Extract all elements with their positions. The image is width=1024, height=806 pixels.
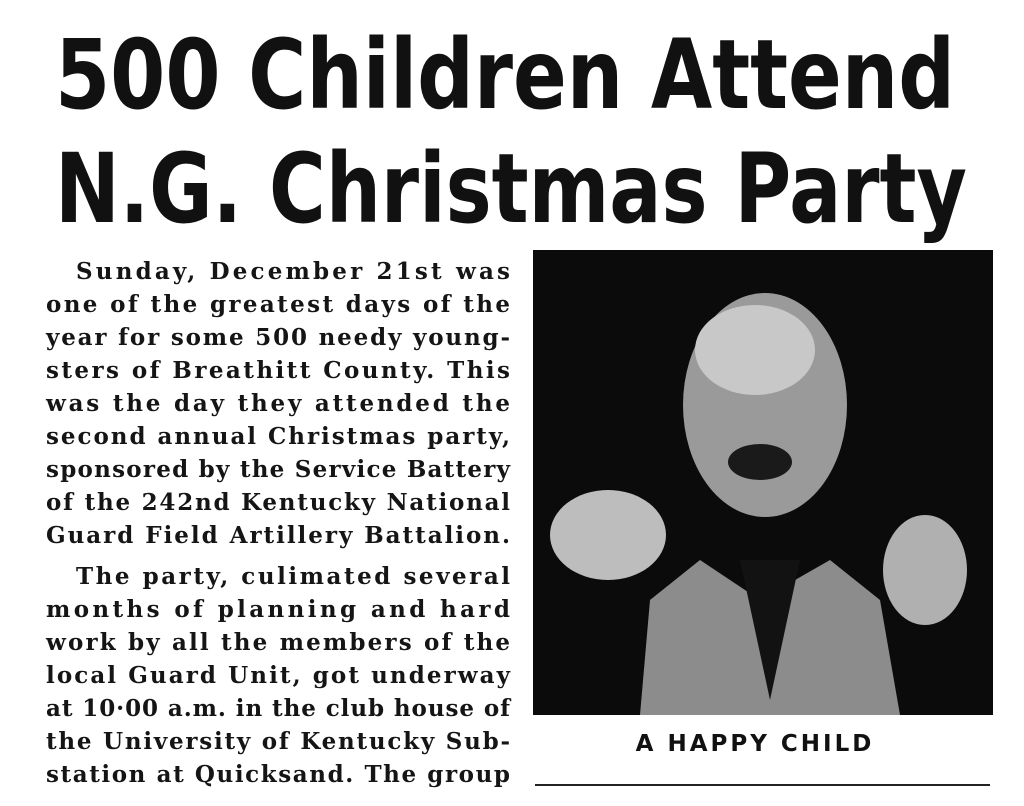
- photo-mouth: [728, 444, 792, 480]
- photo-forehead: [695, 305, 815, 395]
- headline-line: N.G. Christmas Party: [55, 133, 967, 245]
- body-line: the University of Kentucky Sub-: [46, 728, 510, 755]
- photo-hand-right: [883, 515, 967, 625]
- body-line: sters of Breathitt County. This: [46, 357, 510, 384]
- body-line: Sunday, December 21st was: [76, 258, 510, 285]
- headline-line: 500 Children Attend: [55, 19, 955, 131]
- photo-hand-left: [550, 490, 666, 580]
- body-line: sponsored by the Service Battery: [46, 456, 511, 483]
- body-line: second annual Christmas party,: [46, 423, 510, 450]
- body-line: at 10·00 a.m. in the club house of: [46, 695, 512, 722]
- body-line: of the 242nd Kentucky National: [46, 489, 510, 516]
- body-line: was the day they attended the: [45, 390, 510, 417]
- photo-caption: A HAPPY CHILD: [636, 731, 875, 757]
- body-line: months of planning and hard: [46, 596, 510, 623]
- photo-collar: [740, 560, 800, 700]
- photo: [533, 250, 993, 715]
- body-line: year for some 500 needy young-: [45, 324, 510, 351]
- body-line: one of the greatest days of the: [46, 291, 510, 318]
- body-line: The party, culimated several: [76, 563, 510, 590]
- body-line: Guard Field Artillery Battalion.: [46, 522, 510, 549]
- body-line: station at Quicksand. The group: [46, 761, 510, 788]
